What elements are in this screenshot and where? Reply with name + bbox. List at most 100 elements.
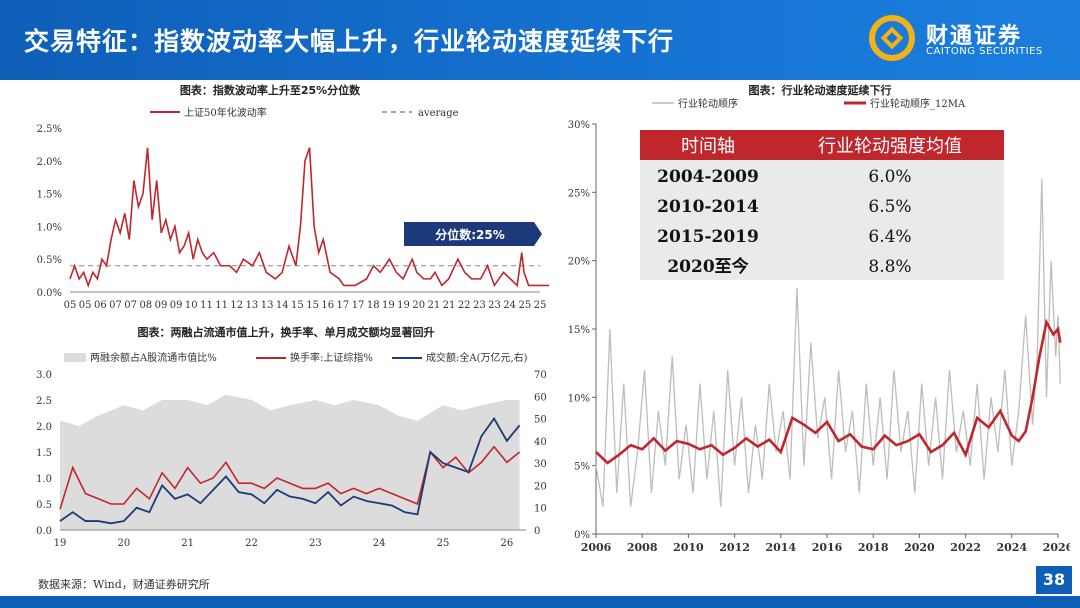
table-header-bg xyxy=(640,130,1004,160)
x-tick-label: 24 xyxy=(373,538,386,549)
y-right-tick-label: 70 xyxy=(534,370,547,381)
x-tick-label: 09 xyxy=(155,300,168,311)
x-tick-label: 12 xyxy=(230,300,243,311)
volatility-series-line xyxy=(69,147,550,288)
legend-label-rotation-ma: 行业轮动顺序_12MA xyxy=(870,97,966,110)
x-tick-label: 2012 xyxy=(719,541,750,554)
y-right-tick-label: 20 xyxy=(534,481,547,492)
page-title: 交易特征：指数波动率大幅上升，行业轮动速度延续下行 xyxy=(24,27,675,56)
footer-bar xyxy=(0,596,1080,608)
y-tick-label: 2.5% xyxy=(37,124,62,135)
x-tick-label: 10 xyxy=(185,300,198,311)
x-tick-label: 06 xyxy=(94,300,107,311)
x-tick-label: 25 xyxy=(437,538,450,549)
x-tick-label: 13 xyxy=(246,300,259,311)
y-tick-label: 0% xyxy=(574,530,590,541)
x-tick-label: 2006 xyxy=(581,541,612,554)
legend-label-average: average xyxy=(418,108,459,119)
y-left-tick-label: 1.0 xyxy=(36,474,52,485)
x-tick-label: 11 xyxy=(215,300,228,311)
x-tick-label: 20 xyxy=(117,538,130,549)
y-tick-label: 10% xyxy=(568,393,590,404)
x-tick-label: 19 xyxy=(397,300,410,311)
x-tick-label: 2010 xyxy=(673,541,704,554)
x-tick-label: 19 xyxy=(54,538,67,549)
table-header-mean: 行业轮动强度均值 xyxy=(818,136,962,157)
x-tick-label: 21 xyxy=(443,300,456,311)
y-tick-label: 0.0% xyxy=(37,288,62,299)
y-right-tick-label: 10 xyxy=(534,504,547,515)
table-header-period: 时间轴 xyxy=(681,136,735,157)
table-row-period: 2015-2019 xyxy=(657,227,759,247)
y-tick-label: 25% xyxy=(568,188,590,199)
table-row-value: 6.5% xyxy=(868,197,911,217)
y-right-tick-label: 30 xyxy=(534,459,547,470)
table-body-bg xyxy=(640,160,1004,280)
y-left-tick-label: 0.0 xyxy=(36,526,52,537)
x-tick-label: 05 xyxy=(79,300,92,311)
x-tick-label: 05 xyxy=(64,300,77,311)
legend-swatch-margin xyxy=(64,353,86,362)
x-tick-label: 19 xyxy=(382,300,395,311)
annotation-arrow xyxy=(404,222,542,246)
margin-area xyxy=(60,394,520,530)
rotation-summary-table: 时间轴 行业轮动强度均值 2004-2009 6.0% 2010-2014 6.… xyxy=(640,130,1004,280)
x-tick-label: 09 xyxy=(170,300,183,311)
x-tick-label: 22 xyxy=(245,538,258,549)
y-tick-label: 0.5% xyxy=(37,255,62,266)
margin-turnover-chart: 图表：两融占流通市值上升，换手率、单月成交额均显著回升 两融余额占A股流通市值比… xyxy=(36,325,547,549)
rotation-chart: 图表：行业轮动速度延续下行 行业轮动顺序 行业轮动顺序_12MA 0% 5% 10%… xyxy=(568,83,1070,554)
y-right-tick-label: 0 xyxy=(534,526,540,537)
x-tick-label: 24 xyxy=(503,300,516,311)
x-tick-label: 17 xyxy=(337,300,350,311)
y-tick-label: 2.0% xyxy=(37,157,62,168)
logo-cn-text: 财通证券 xyxy=(926,24,1023,49)
x-tick-label: 26 xyxy=(500,538,513,549)
y-tick-label: 1.0% xyxy=(37,222,62,233)
y-tick-label: 15% xyxy=(568,325,590,336)
y-left-tick-label: 0.5 xyxy=(36,500,52,511)
x-tick-label: 08 xyxy=(139,300,152,311)
x-tick-label: 07 xyxy=(124,300,137,311)
x-tick-label: 17 xyxy=(352,300,365,311)
x-tick-label: 23 xyxy=(488,300,501,311)
header-bar: 交易特征：指数波动率大幅上升，行业轮动速度延续下行 财通证券 CAITONG S… xyxy=(0,0,1080,80)
x-tick-label: 11 xyxy=(200,300,213,311)
table-row-value: 8.8% xyxy=(868,257,911,277)
table-row-value: 6.0% xyxy=(868,167,911,187)
volatility-chart: 图表：指数波动率上升至25%分位数 上证50年化波动率 average 0.0%… xyxy=(37,83,550,311)
table-row-period: 2004-2009 xyxy=(657,167,759,187)
x-tick-label: 07 xyxy=(109,300,122,311)
x-tick-label: 2024 xyxy=(996,541,1027,554)
x-tick-label: 22 xyxy=(458,300,471,311)
table-row-value: 6.4% xyxy=(868,227,911,247)
x-tick-label: 2026 xyxy=(1043,541,1070,554)
legend-label-volume: 成交额:全A(万亿元,右) xyxy=(426,351,528,364)
x-tick-label: 2014 xyxy=(765,541,796,554)
x-tick-label: 2022 xyxy=(950,541,981,554)
legend-label-turnover: 换手率:上证综指% xyxy=(290,351,373,364)
chart1-title: 图表：指数波动率上升至25%分位数 xyxy=(180,83,361,97)
table-row-period: 2010-2014 xyxy=(657,197,759,217)
y-tick-label: 30% xyxy=(568,120,590,131)
x-tick-label: 16 xyxy=(321,300,334,311)
x-tick-label: 25 xyxy=(518,300,531,311)
x-tick-label: 15 xyxy=(291,300,304,311)
x-tick-label: 23 xyxy=(309,538,322,549)
rotation-series-line xyxy=(595,178,1061,507)
rotation-ma-series-line xyxy=(595,318,1062,465)
x-tick-label: 2016 xyxy=(812,541,843,554)
y-left-tick-label: 2.5 xyxy=(36,396,52,407)
page-number: 38 xyxy=(1036,566,1072,594)
chart2-title: 图表：两融占流通市值上升，换手率、单月成交额均显著回升 xyxy=(138,325,435,339)
company-logo: 财通证券 CAITONG SECURITIES xyxy=(868,14,1058,66)
x-tick-label: 2008 xyxy=(627,541,658,554)
x-tick-label: 21 xyxy=(428,300,441,311)
data-source-note: 数据来源：Wind，财通证券研究所 xyxy=(38,578,210,591)
x-tick-label: 21 xyxy=(181,538,194,549)
y-left-tick-label: 2.0 xyxy=(36,422,52,433)
turnover-series-line xyxy=(59,445,521,510)
logo-en-text: CAITONG SECURITIES xyxy=(926,46,1043,57)
x-tick-label: 25 xyxy=(534,300,547,311)
y-right-tick-label: 50 xyxy=(534,415,547,426)
